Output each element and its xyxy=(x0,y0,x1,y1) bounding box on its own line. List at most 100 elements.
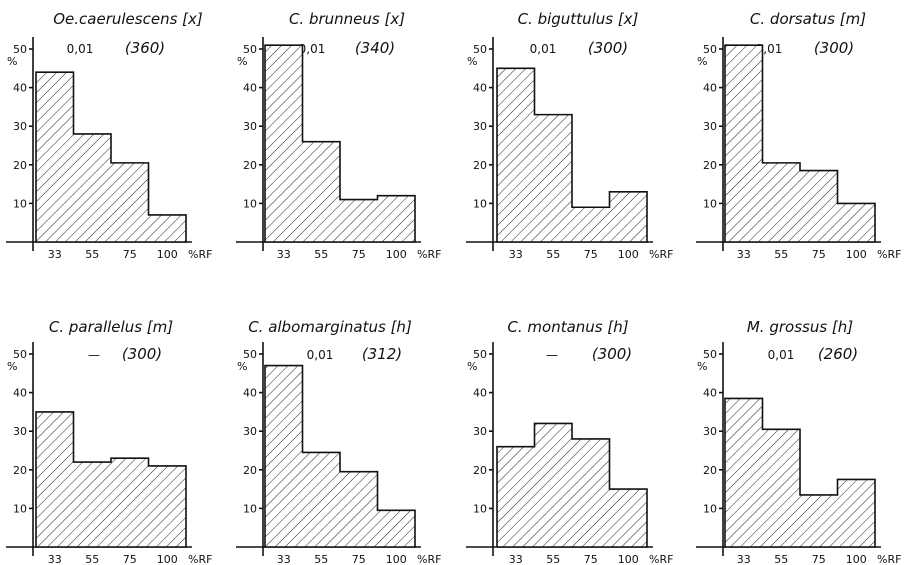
y-tick-label: 40 xyxy=(473,82,487,95)
x-axis-label: %RF xyxy=(417,553,441,565)
x-tick-label: 100 xyxy=(157,553,178,565)
y-tick-label: 20 xyxy=(703,159,717,172)
panel-7: C. montanus [h] — (300) xyxy=(507,318,632,363)
x-tick-label: 55 xyxy=(546,553,560,565)
plot-area: 10 20 30 40 50% 33 55 75 100 %RF 10 20 30 40 50% 33 55 75… xyxy=(6,37,901,565)
panel-5: C. parallelus [m] — (300) xyxy=(49,318,173,363)
panel-1: Oe.caerulescens [x] 0,01 (360) xyxy=(53,10,203,57)
histogram-outline xyxy=(35,71,187,243)
y-tick-label: 30 xyxy=(473,120,487,133)
y-tick-label: 10 xyxy=(243,197,257,210)
panel-title: C. dorsatus [m] xyxy=(750,10,866,28)
x-tick-label: 100 xyxy=(157,248,178,261)
histogram-outline xyxy=(35,411,187,548)
x-tick-label: 33 xyxy=(48,553,62,565)
y-tick-label: 10 xyxy=(703,197,717,210)
x-axis-label: %RF xyxy=(649,553,673,565)
x-tick-label: 55 xyxy=(85,553,99,565)
significance-note: 0,01 xyxy=(768,348,795,362)
y-tick-label: 40 xyxy=(13,82,27,95)
y-tick-label: 50 xyxy=(13,43,27,56)
y-tick-label: 10 xyxy=(243,502,257,515)
sample-count: (340) xyxy=(355,39,395,57)
x-tick-label: 33 xyxy=(48,248,62,261)
y-tick-label: 20 xyxy=(703,464,717,477)
x-tick-label: 55 xyxy=(546,248,560,261)
x-axis-label: %RF xyxy=(877,248,901,261)
x-tick-label: 33 xyxy=(737,248,751,261)
y-tick-label: 50 xyxy=(243,348,257,361)
y-tick-label: 40 xyxy=(703,82,717,95)
x-tick-label: 100 xyxy=(618,248,639,261)
chart-panel: 10 20 30 40 50% 33 55 75 100 %RF xyxy=(466,342,673,565)
y-tick-label: 20 xyxy=(473,464,487,477)
x-tick-label: 75 xyxy=(584,553,598,565)
significance-note: — xyxy=(88,348,100,362)
y-tick-label: 50 xyxy=(13,348,27,361)
panel-title: C. parallelus [m] xyxy=(49,318,173,336)
panel-4: C. dorsatus [m] 0,01 (300) xyxy=(750,10,866,57)
panel-title: C. albomarginatus [h] xyxy=(248,318,412,336)
y-tick-label: 20 xyxy=(13,159,27,172)
panel-title: C. montanus [h] xyxy=(507,318,628,336)
sample-count: (260) xyxy=(818,345,858,363)
significance-note: 0,01 xyxy=(530,42,557,56)
histogram-outline xyxy=(264,44,416,243)
x-tick-label: 55 xyxy=(774,248,788,261)
x-tick-label: 55 xyxy=(85,248,99,261)
x-tick-label: 33 xyxy=(737,553,751,565)
panel-3: C. biguttulus [x] 0,01 (300) xyxy=(518,10,639,57)
chart-panel: 10 20 30 40 50% 33 55 75 100 %RF xyxy=(6,342,212,565)
y-tick-label: 10 xyxy=(473,502,487,515)
panel-title: M. grossus [h] xyxy=(747,318,853,336)
sample-count: (312) xyxy=(362,345,402,363)
x-tick-label: 100 xyxy=(386,248,407,261)
x-tick-label: 100 xyxy=(846,248,867,261)
y-tick-label: 30 xyxy=(703,120,717,133)
histogram-outline xyxy=(724,397,876,548)
sample-count: (300) xyxy=(588,39,628,57)
x-axis-label: %RF xyxy=(877,553,901,565)
x-tick-label: 75 xyxy=(352,248,366,261)
x-tick-label: 55 xyxy=(314,553,328,565)
chart-panel: 10 20 30 40 50% 33 55 75 100 %RF xyxy=(696,37,901,261)
x-tick-label: 75 xyxy=(812,553,826,565)
y-axis-label: % xyxy=(7,55,17,68)
panel-title: Oe.caerulescens [x] xyxy=(53,10,203,28)
x-tick-label: 75 xyxy=(123,553,137,565)
y-tick-label: 20 xyxy=(13,464,27,477)
x-tick-label: 33 xyxy=(277,553,291,565)
x-tick-label: 100 xyxy=(846,553,867,565)
y-tick-label: 50 xyxy=(703,43,717,56)
y-tick-label: 10 xyxy=(703,502,717,515)
significance-note: 0,01 xyxy=(67,42,94,56)
x-tick-label: 75 xyxy=(584,248,598,261)
significance-note: 0,01 xyxy=(307,348,334,362)
y-tick-label: 20 xyxy=(473,159,487,172)
x-axis-label: %RF xyxy=(188,553,212,565)
y-tick-label: 30 xyxy=(243,425,257,438)
y-tick-label: 40 xyxy=(243,387,257,400)
y-axis-label: % xyxy=(467,360,477,373)
histogram-outline xyxy=(724,44,876,243)
y-axis-label: % xyxy=(697,55,707,68)
histogram-outline xyxy=(496,67,648,243)
x-tick-label: 75 xyxy=(352,553,366,565)
panel-2: C. brunneus [x] 0,01 (340) xyxy=(289,10,405,57)
y-tick-label: 30 xyxy=(13,425,27,438)
panel-title: C. brunneus [x] xyxy=(289,10,405,28)
panel-title: C. biguttulus [x] xyxy=(518,10,639,28)
x-tick-label: 33 xyxy=(277,248,291,261)
x-tick-label: 55 xyxy=(314,248,328,261)
x-tick-label: 100 xyxy=(618,553,639,565)
y-tick-label: 30 xyxy=(703,425,717,438)
y-tick-label: 40 xyxy=(703,387,717,400)
y-tick-label: 30 xyxy=(243,120,257,133)
y-axis-label: % xyxy=(237,360,247,373)
y-axis-label: % xyxy=(467,55,477,68)
y-axis-label: % xyxy=(697,360,707,373)
x-axis-label: %RF xyxy=(188,248,212,261)
y-axis-label: % xyxy=(237,55,247,68)
chart-panel: 10 20 30 40 50% 33 55 75 100 %RF xyxy=(236,37,441,261)
